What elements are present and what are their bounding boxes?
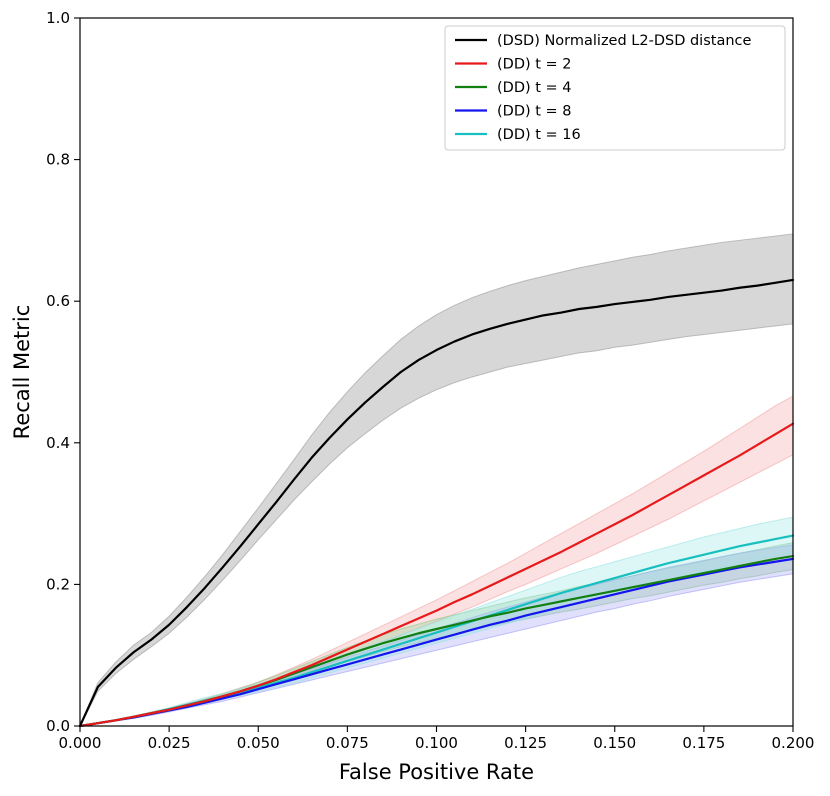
line-dd-t-8	[78, 557, 795, 728]
y-axis-label: Recall Metric	[10, 305, 34, 440]
legend-label-dd-t-4: (DD) t = 4	[497, 80, 572, 96]
legend-label-dd-t-8: (DD) t = 8	[497, 104, 572, 120]
line-dsd-normalized-l2-dsd-distance	[78, 278, 795, 728]
y-axis-ticks: 0.0 0.2 0.4 0.6 0.8 1.0	[46, 9, 80, 735]
legend-label-dsd-normalized-l2-dsd-distance: (DSD) Normalized L2-DSD distance	[497, 33, 751, 49]
y-tick-label: 0.4	[46, 434, 70, 452]
line-dd-t-2	[78, 422, 795, 728]
y-tick-label: 0.0	[46, 717, 70, 735]
x-tick-label: 0.000	[59, 734, 102, 752]
legend-frame	[444, 25, 786, 151]
confidence-bands	[79, 233, 794, 727]
x-tick-label: 0.125	[504, 734, 547, 752]
x-axis-ticks: 0.000 0.025 0.050 0.075 0.100 0.125 0.150 0.175…	[59, 726, 815, 752]
series-lines	[78, 278, 795, 728]
x-tick-label: 0.150	[593, 734, 636, 752]
x-tick-label: 0.175	[682, 734, 725, 752]
legend-label-dd-t-16: (DD) t = 16	[497, 127, 581, 143]
x-axis-label: False Positive Rate	[339, 760, 534, 784]
x-tick-label: 0.075	[326, 734, 369, 752]
x-tick-label: 0.200	[772, 734, 815, 752]
band-dd-t-16	[79, 516, 794, 727]
x-tick-label: 0.025	[148, 734, 191, 752]
x-tick-label: 0.100	[415, 734, 458, 752]
x-tick-label: 0.050	[237, 734, 280, 752]
y-tick-label: 1.0	[46, 9, 70, 27]
y-tick-label: 0.8	[46, 151, 70, 169]
legend-label-dd-t-2: (DD) t = 2	[497, 57, 572, 73]
y-tick-label: 0.2	[46, 575, 70, 593]
legend: (DSD) Normalized L2-DSD distance (DD) t =…	[444, 25, 786, 151]
y-tick-label: 0.6	[46, 292, 70, 310]
